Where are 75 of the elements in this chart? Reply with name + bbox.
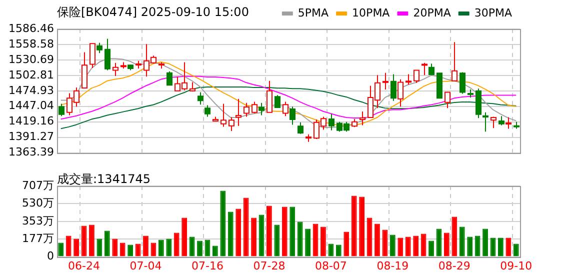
- x-tick-label: 09-10: [500, 259, 532, 272]
- bar: [236, 208, 242, 256]
- y-tick-label: 1474.93: [8, 84, 54, 97]
- bar: [305, 228, 310, 256]
- bar: [405, 236, 411, 256]
- y-tick-label: 0: [47, 250, 54, 263]
- bar: [474, 236, 480, 256]
- bar: [297, 222, 303, 256]
- y-tick-label: 530万: [22, 196, 54, 210]
- bar: [197, 240, 202, 256]
- bar: [390, 234, 396, 256]
- bar: [212, 246, 218, 256]
- bar: [128, 244, 134, 256]
- bar: [96, 238, 102, 256]
- y-tick-label: 1558.58: [8, 37, 54, 50]
- chart-title: 保险[BK0474] 2025-09-10 15:00: [57, 4, 249, 21]
- x-tick-label: 08-19: [376, 259, 409, 272]
- bar: [344, 232, 350, 256]
- x-tick-label: 07-04: [130, 259, 162, 272]
- bar: [328, 244, 334, 256]
- bar: [228, 212, 234, 256]
- bar: [158, 240, 164, 256]
- bar: [58, 242, 64, 256]
- bar: [282, 206, 288, 256]
- bar: [104, 230, 110, 256]
- bar: [66, 236, 72, 256]
- y-tick-label: 1391.27: [8, 130, 54, 144]
- legend-label: 20PMA: [413, 6, 452, 20]
- bar: [482, 228, 488, 256]
- bar: [459, 226, 465, 256]
- bar: [243, 198, 249, 256]
- bar: [182, 218, 188, 256]
- bar: [74, 238, 79, 256]
- bar: [220, 190, 226, 256]
- bar: [498, 238, 504, 256]
- x-tick-label: 08-29: [438, 259, 470, 272]
- x-tick-label: 06-24: [68, 259, 100, 272]
- bar: [413, 236, 419, 256]
- bar: [351, 196, 357, 256]
- bar: [89, 224, 94, 256]
- bar: [143, 236, 148, 256]
- bar: [166, 238, 172, 256]
- y-tick-label: 353万: [22, 214, 54, 228]
- y-tick-label: 707万: [22, 178, 54, 192]
- bar: [398, 238, 404, 256]
- bar: [506, 238, 512, 256]
- x-tick-label: 07-16: [191, 259, 224, 272]
- y-tick-label: 1530.69: [8, 52, 54, 66]
- y-tick-label: 1363.39: [8, 146, 54, 159]
- bar: [266, 206, 272, 256]
- x-tick-label: 08-07: [314, 259, 347, 272]
- bar: [174, 232, 180, 256]
- bar: [467, 236, 473, 256]
- bar: [274, 224, 280, 256]
- x-tick-label: 07-28: [253, 259, 286, 272]
- y-tick-label: 1447.04: [8, 99, 54, 112]
- bar: [359, 196, 365, 256]
- legend-label: 30PMA: [474, 6, 512, 20]
- bar: [428, 240, 434, 256]
- bar: [374, 224, 380, 256]
- y-tick-label: 1502.81: [8, 68, 54, 82]
- legend-label: 5PMA: [298, 6, 330, 20]
- y-tick-label: 1586.46: [8, 22, 54, 35]
- bar: [120, 242, 126, 256]
- bar: [444, 232, 450, 256]
- bar: [112, 238, 118, 256]
- bar: [513, 244, 519, 256]
- bar: [320, 226, 326, 256]
- y-tick-label: 1419.16: [8, 114, 54, 128]
- chart-title: 成交量:1341745: [57, 171, 150, 188]
- bar: [452, 216, 458, 256]
- legend-label: 10PMA: [352, 6, 390, 20]
- bar: [290, 206, 296, 256]
- y-tick-label: 177万: [22, 232, 54, 245]
- bar: [336, 244, 342, 256]
